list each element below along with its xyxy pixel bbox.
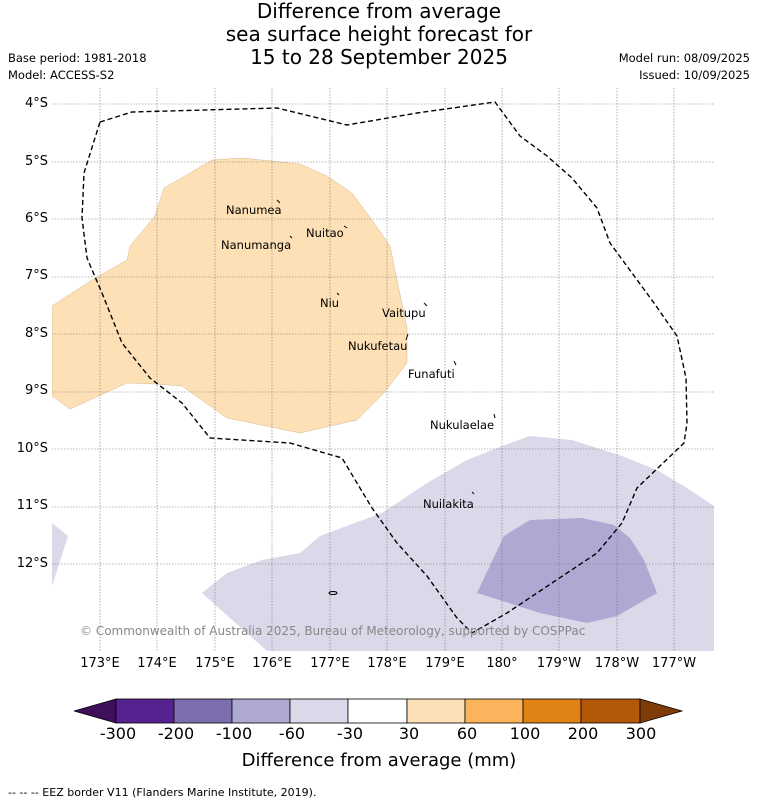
lat-label: 11°S	[16, 498, 48, 513]
lon-label: 178°W	[594, 656, 640, 671]
lon-label: 175°E	[195, 656, 235, 671]
colorbar	[74, 698, 684, 724]
anomaly-region-negative-medium	[477, 518, 657, 623]
title-line-3: 15 to 28 September 2025	[250, 45, 508, 69]
lon-label: 180°	[486, 656, 518, 671]
lat-label: 7°S	[24, 268, 48, 283]
anomaly-region-positive	[52, 157, 408, 434]
lat-label: 12°S	[16, 556, 48, 571]
lon-label: 178°E	[367, 656, 407, 671]
meta-left: Base period: 1981-2018 Model: ACCESS-S2	[8, 50, 147, 84]
colorbar-tick: 200	[567, 724, 599, 743]
place-label: Nuitao	[306, 226, 344, 240]
lat-label: 9°S	[24, 383, 48, 398]
colorbar-tick: -200	[157, 724, 195, 743]
chart-title: Difference from average sea surface heig…	[0, 0, 758, 69]
colorbar-tick: -100	[215, 724, 253, 743]
lat-label: 6°S	[24, 211, 48, 226]
copyright-notice: © Commonwealth of Australia 2025, Bureau…	[80, 624, 586, 638]
place-label: Nukulaelae	[430, 418, 494, 432]
colorbar-segment	[115, 698, 175, 724]
meta-right: Model run: 08/09/2025 Issued: 10/09/2025	[619, 50, 750, 84]
colorbar-segment	[406, 698, 466, 724]
colorbar-segment	[231, 698, 291, 724]
lon-label: 179°W	[536, 656, 582, 671]
colorbar-tick: -60	[278, 724, 306, 743]
lon-label: 173°E	[80, 656, 120, 671]
colorbar-tick: -30	[336, 724, 364, 743]
eez-legend-note: -- -- -- EEZ border V11 (Flanders Marine…	[8, 786, 317, 799]
colorbar-segment	[173, 698, 233, 724]
lat-label: 10°S	[16, 441, 48, 456]
model-run: Model run: 08/09/2025	[618, 51, 750, 65]
title-line-2: sea surface height forecast for	[225, 22, 533, 46]
place-label: Nanumea	[226, 203, 282, 217]
colorbar-extend-high	[639, 698, 684, 724]
place-label: Funafuti	[408, 367, 455, 381]
title-line-1: Difference from average	[256, 0, 502, 23]
lon-label: 179°E	[425, 656, 465, 671]
lat-label: 4°S	[24, 96, 48, 111]
lat-label: 8°S	[24, 326, 48, 341]
lon-label: 176°E	[252, 656, 292, 671]
gridlines	[52, 88, 714, 651]
colorbar-tick: -300	[99, 724, 137, 743]
place-label: Nukufetau	[348, 339, 407, 353]
anomaly-region-negative-light	[202, 436, 714, 651]
map-panel: Nanumea Nuitao Nanumanga Niu Vaitupu Nuk…	[52, 88, 714, 651]
issued-date: Issued: 10/09/2025	[639, 68, 750, 82]
colorbar-tick: 60	[456, 724, 478, 743]
colorbar-segment	[289, 698, 349, 724]
lon-label: 177°E	[310, 656, 350, 671]
colorbar-extend-low	[74, 698, 117, 724]
eez-border	[81, 101, 688, 634]
colorbar-label: Difference from average (mm)	[241, 750, 517, 771]
colorbar-segment	[522, 698, 582, 724]
colorbar-tick: 30	[398, 724, 420, 743]
anomaly-region-negative-edge	[52, 523, 68, 586]
lon-label: 174°E	[137, 656, 177, 671]
place-label: Vaitupu	[382, 306, 426, 320]
model-name: Model: ACCESS-S2	[8, 68, 115, 82]
place-label: Nuilakita	[423, 497, 474, 511]
colorbar-segment	[464, 698, 524, 724]
colorbar-tick: 100	[509, 724, 541, 743]
lat-label: 5°S	[24, 154, 48, 169]
colorbar-tick: 300	[625, 724, 657, 743]
islands	[276, 199, 496, 595]
colorbar-segment	[347, 698, 408, 724]
base-period: Base period: 1981-2018	[8, 51, 147, 65]
place-label: Nanumanga	[221, 238, 291, 252]
lon-label: 177°W	[651, 656, 697, 671]
colorbar-segment	[580, 698, 641, 724]
place-label: Niu	[320, 296, 339, 310]
